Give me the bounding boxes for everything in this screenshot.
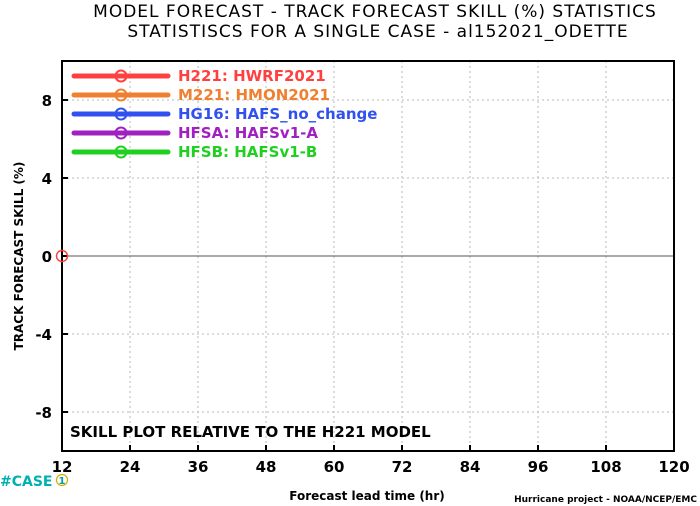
skill-plot-note: SKILL PLOT RELATIVE TO THE H221 MODEL [70, 423, 431, 441]
legend-marker [114, 69, 128, 83]
legend-item: M221: HMON2021 [71, 86, 330, 104]
chart-title: MODEL FORECAST - TRACK FORECAST SKILL (%… [93, 2, 657, 22]
x-tick-label: 96 [528, 458, 549, 476]
x-tick-label: 60 [324, 458, 345, 476]
legend-marker [114, 145, 128, 159]
case-counts: 1 [55, 473, 69, 487]
x-tick-labels: 12 24 36 48 60 72 84 96 108 120 [52, 445, 690, 476]
legend-label: H221: HWRF2021 [178, 67, 326, 85]
y-tick-label: 0 [42, 248, 52, 266]
legend-label: M221: HMON2021 [178, 86, 330, 104]
case-count-label: 1 [59, 476, 66, 487]
y-tick-label: 4 [42, 170, 52, 188]
chart-subtitle: STATISTISCS FOR A SINGLE CASE - al152021… [127, 22, 628, 42]
case-count-marker [55, 473, 69, 487]
legend-marker [114, 126, 128, 140]
legend-label: HFSA: HAFSv1-A [178, 124, 318, 142]
y-tick-label: 8 [42, 92, 52, 110]
y-tick-labels: 8 4 0 -4 -8 [35, 92, 68, 422]
legend-item: HFSB: HAFSv1-B [71, 143, 317, 161]
legend-item: H221: HWRF2021 [71, 67, 326, 85]
x-axis-label: Forecast lead time (hr) [289, 489, 445, 503]
x-tick-label: 108 [590, 458, 621, 476]
y-axis-label: TRACK FORECAST SKILL (%) [12, 162, 26, 351]
y-tick-label: -4 [35, 326, 52, 344]
legend-item: HG16: HAFS_no_change [71, 105, 377, 123]
data-series [55, 249, 69, 263]
x-tick-label: 120 [658, 458, 689, 476]
credit-text: Hurricane project - NOAA/NCEP/EMC [514, 495, 697, 505]
y-tick-label: -8 [35, 404, 52, 422]
legend-label: HG16: HAFS_no_change [178, 105, 377, 123]
x-tick-label: 48 [256, 458, 277, 476]
x-tick-label: 12 [52, 458, 73, 476]
legend-marker [114, 88, 128, 102]
case-label: #CASE [0, 474, 53, 490]
x-tick-label: 84 [460, 458, 481, 476]
legend-label: HFSB: HAFSv1-B [178, 143, 317, 161]
x-tick-label: 24 [120, 458, 141, 476]
x-tick-label: 72 [392, 458, 413, 476]
legend-marker [114, 107, 128, 121]
x-tick-label: 36 [188, 458, 209, 476]
data-point [55, 249, 69, 263]
legend-item: HFSA: HAFSv1-A [71, 124, 318, 142]
